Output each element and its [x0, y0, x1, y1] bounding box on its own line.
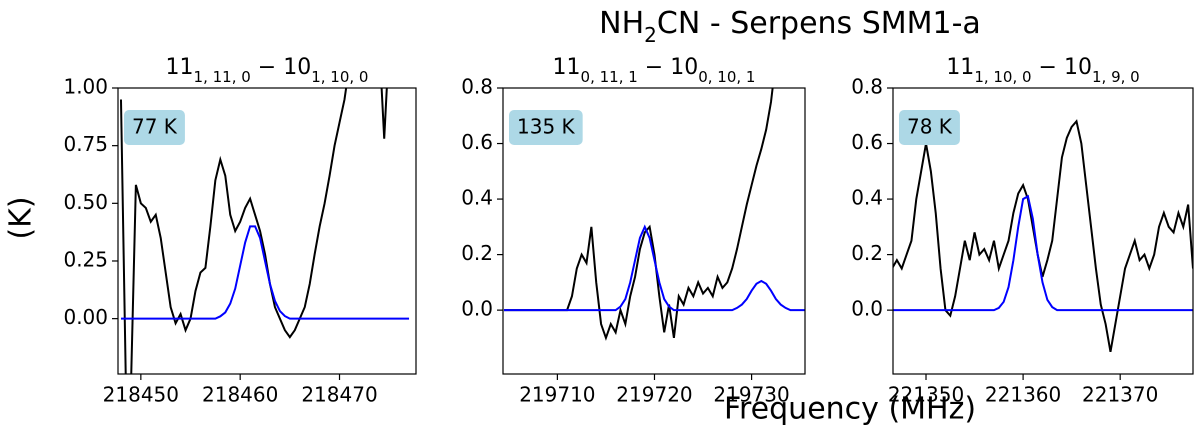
subscript: 1, 11, 0: [194, 68, 251, 86]
spectrum-line: [893, 119, 1193, 352]
x-tick-label: 221370: [1082, 383, 1158, 407]
title-part: NH: [599, 6, 644, 41]
subplot-title: 110, 11, 1 − 100, 10, 1: [553, 55, 756, 86]
y-tick-label: 0.8: [851, 75, 883, 99]
annotation: 77 K: [132, 115, 178, 139]
x-tick-label: 218470: [301, 383, 377, 407]
y-tick-label: 0.2: [461, 241, 493, 265]
x-tick-label: 219720: [616, 383, 692, 407]
subscript: 1, 10, 0: [311, 68, 368, 86]
title-part: − 10: [638, 55, 698, 80]
x-axis-label: Frequency (MHz): [724, 392, 976, 427]
y-tick-label: 0.00: [63, 305, 108, 329]
axes-frame: [502, 87, 806, 375]
title-part: CN - Serpens SMM1-a: [657, 6, 981, 41]
spectrum-line: [119, 88, 388, 374]
x-tick-label: 219710: [519, 383, 595, 407]
axes-frame: [117, 87, 417, 375]
spectrum-line: [120, 225, 410, 320]
y-tick-label: 0.75: [63, 132, 108, 156]
x-tick-label: 221350: [888, 383, 964, 407]
subplot: 111, 10, 0 − 101, 9, 0 221350 221360 221370…: [851, 55, 1194, 407]
title-part: 11: [166, 55, 194, 80]
subscript: 1, 9, 0: [1092, 68, 1140, 86]
y-tick-label: 0.4: [851, 186, 883, 210]
y-tick-label: 0.6: [851, 130, 883, 154]
axes-frame: [892, 87, 1194, 375]
subscript: 0, 10, 1: [698, 68, 755, 86]
y-tick-label: 0.6: [461, 130, 493, 154]
annotation: 135 K: [517, 115, 576, 139]
y-tick-label: 1.00: [63, 75, 108, 99]
y-tick-label: 0.2: [851, 241, 883, 265]
x-tick-label: 221360: [985, 383, 1061, 407]
subplot: 110, 11, 1 − 100, 10, 1 219710 219720 21973…: [461, 55, 806, 407]
annotation-box: [124, 110, 185, 145]
spectrum-line: [893, 194, 1193, 312]
title-part: 11: [946, 55, 974, 80]
figure-title: NH2CN - Serpens SMM1-a: [599, 6, 981, 47]
annotation: 78 K: [907, 115, 953, 139]
subscript: 0, 11, 1: [581, 68, 638, 86]
title-part: − 10: [1032, 55, 1092, 80]
annotation-box: [509, 110, 583, 145]
y-tick-label: 0.0: [461, 297, 493, 321]
title-part: 11: [553, 55, 581, 80]
y-tick-label: 0.4: [461, 186, 493, 210]
subplot-title: 111, 11, 0 − 101, 10, 0: [166, 55, 369, 86]
y-tick-label: 0.50: [63, 190, 108, 214]
y-tick-label: 0.25: [63, 247, 108, 271]
x-tick-label: 218460: [202, 383, 278, 407]
subscript: 1, 10, 0: [974, 68, 1031, 86]
x-tick-label: 218450: [103, 383, 179, 407]
y-axis-label: (K): [4, 196, 39, 239]
subplot-title: 111, 10, 0 − 101, 9, 0: [946, 55, 1139, 86]
annotation-box: [899, 110, 960, 145]
x-tick-label: 219730: [713, 383, 789, 407]
title-part: − 10: [251, 55, 311, 80]
subplot: 111, 11, 0 − 101, 10, 0 218450 218460 21847…: [63, 55, 417, 407]
y-tick-label: 0.8: [461, 75, 493, 99]
subscript: 2: [644, 23, 657, 47]
spectrum-line: [503, 224, 805, 312]
y-tick-label: 0.0: [851, 297, 883, 321]
